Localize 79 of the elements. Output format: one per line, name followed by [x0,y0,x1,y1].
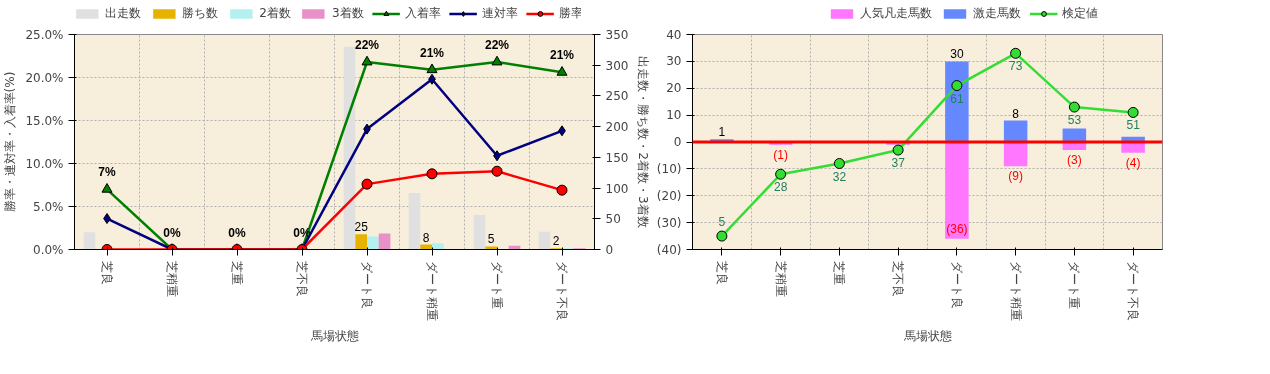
legend-label: 勝ち数 [182,4,219,22]
y-tick-label: 15.0% [25,113,64,128]
y2-axis-title: 出走数・勝ち数・2着数・3着数 [636,56,651,228]
data-label: 73 [1008,59,1023,74]
x-tick-label: ダート不良 [555,260,569,321]
y2-tick-label: 250 [605,89,629,104]
y-tick-label: 20.0% [25,70,64,85]
legend-label: 激走馬数 [973,4,1021,22]
y-axis-title: 勝率・連対率・入着率(%) [3,71,18,213]
data-label: (3) [1067,153,1082,168]
legend-label: 連対率 [481,4,518,22]
x-tick-label: 芝重 [230,260,244,285]
data-label: 61 [950,91,964,106]
data-label: 22% [354,38,380,53]
y-tick-label: (40) [656,242,682,257]
legend-label: 入着率 [404,4,441,22]
y2-tick-label: 200 [605,120,629,135]
data-label: (1) [773,147,788,162]
data-label: 8 [422,230,430,245]
y-tick-label: (30) [656,215,682,230]
y-tick-label: 25.0% [25,27,64,42]
x-axis-title: 馬場状態 [309,328,359,343]
x-axis-title: 馬場状態 [902,328,952,343]
y2-tick-label: 300 [605,58,629,73]
legend-label: 2着数 [259,4,291,22]
data-label: 22% [484,38,510,53]
data-label: 51 [1126,118,1141,133]
data-label: 30 [950,47,964,62]
x-tick-label: 芝良 [100,260,114,285]
x-tick-label: ダート良 [360,260,374,309]
data-label: 37 [891,156,906,171]
y-tick-label: 0.0% [33,242,64,257]
y-tick-label: 10.0% [25,156,64,171]
x-tick-label: ダート重 [490,260,504,309]
y-tick-label: 0 [673,135,682,149]
x-tick-label: 芝不良 [295,260,309,297]
y2-tick-label: 100 [605,181,629,196]
x-tick-label: ダート稍重 [1008,260,1023,321]
x-tick-label: ダート良 [949,260,964,309]
data-label: 5 [718,215,726,230]
x-tick-label: 芝良 [714,260,729,285]
y-tick-label: 10 [666,108,682,123]
data-label: 28 [773,180,788,195]
data-label: 8 [1012,106,1020,121]
data-label: 21% [419,45,445,60]
data-label: 25 [354,220,369,235]
y-tick-label: (10) [656,161,682,176]
data-label: 7% [98,165,116,180]
data-label: 1 [718,125,726,140]
data-label: (9) [1008,169,1023,184]
data-label: 21% [549,48,575,63]
data-label: (36) [946,221,968,236]
y2-tick-label: 50 [605,212,621,227]
y-tick-label: 40 [666,27,682,42]
data-label: 0% [163,225,181,240]
y-tick-label: (20) [656,188,682,203]
y-tick-label: 30 [666,54,682,69]
data-label: (4) [1125,155,1141,170]
data-label: 53 [1067,113,1082,128]
y2-tick-label: 150 [605,150,629,165]
x-tick-label: ダート不良 [1126,260,1141,321]
legend-label: 検定値 [1062,4,1098,22]
y2-tick-label: 350 [605,28,629,42]
y-tick-label: 20 [666,81,682,96]
y2-tick-label: 0 [605,243,614,257]
legend-label: 出走数 [105,4,142,22]
x-tick-label: ダート稍重 [425,260,439,321]
legend-label: 人気凡走馬数 [860,4,932,22]
data-label: 32 [832,169,847,184]
data-label: 0% [228,225,246,240]
legend-label: 3着数 [332,4,364,22]
x-tick-label: 芝稍重 [773,260,788,297]
data-label: 5 [487,232,495,247]
data-label: 2 [552,234,560,249]
y-tick-label: 5.0% [33,199,64,214]
x-tick-label: 芝稍重 [165,260,179,297]
x-tick-label: ダート重 [1067,260,1082,309]
x-tick-label: 芝重 [832,260,847,285]
x-tick-label: 芝不良 [891,260,906,297]
